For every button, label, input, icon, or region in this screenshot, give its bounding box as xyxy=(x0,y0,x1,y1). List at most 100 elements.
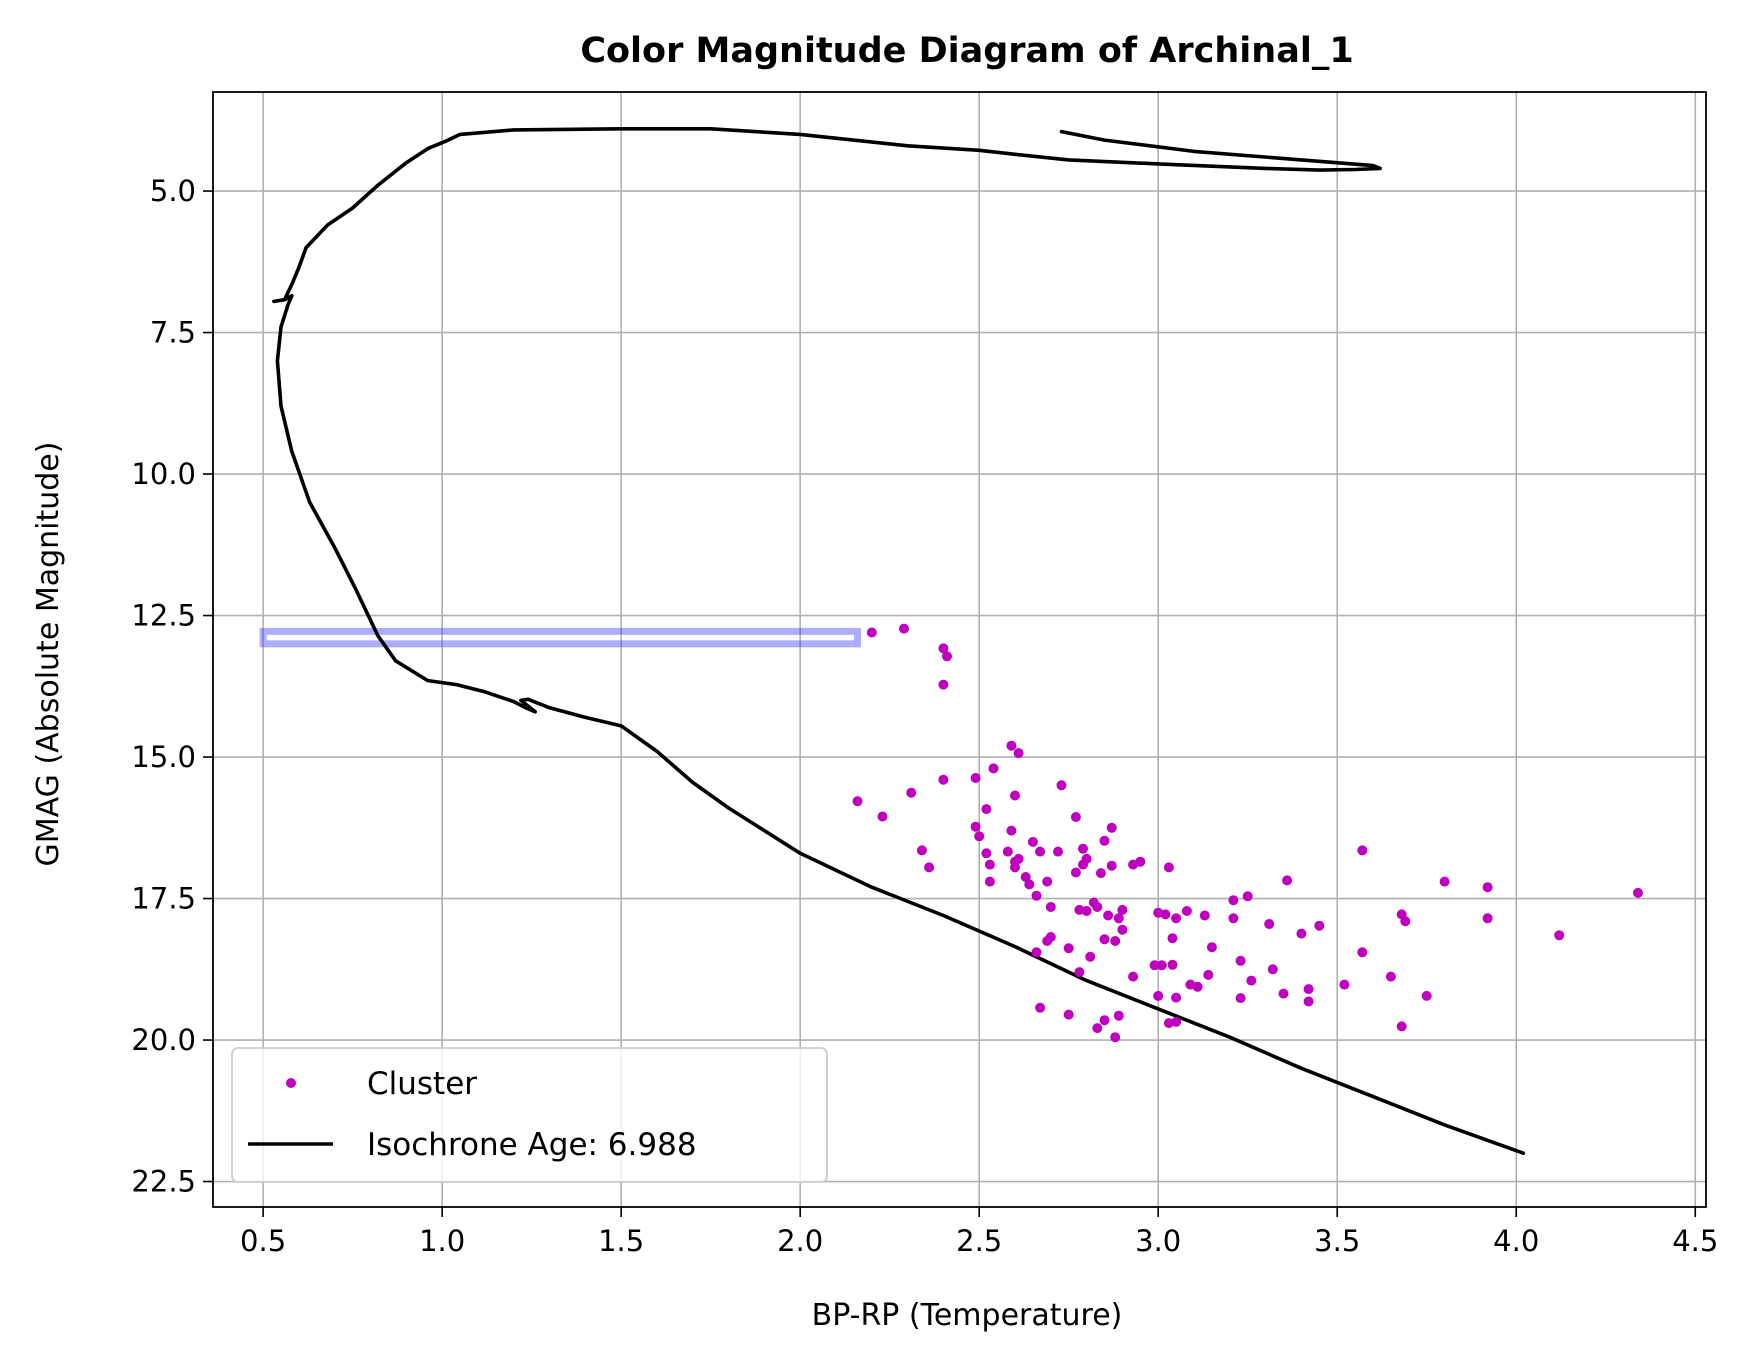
cluster-point xyxy=(1110,1032,1121,1043)
cluster-point xyxy=(1099,934,1110,945)
isochrone-line xyxy=(272,127,1526,1155)
y-tick-label: 5.0 xyxy=(150,174,196,208)
cluster-point xyxy=(1400,916,1411,927)
cluster-point xyxy=(1081,906,1092,916)
cluster-point xyxy=(1095,868,1106,879)
cluster-point xyxy=(981,848,992,859)
y-tick-label: 7.5 xyxy=(150,316,196,350)
cluster-point xyxy=(1278,988,1289,999)
cluster-point xyxy=(1113,913,1124,924)
cluster-point xyxy=(1006,825,1017,836)
cluster-point xyxy=(1357,947,1368,958)
y-axis-label: GMAG (Absolute Magnitude) xyxy=(31,442,66,867)
cluster-point xyxy=(1092,1023,1103,1034)
x-tick-label: 1.0 xyxy=(419,1224,465,1258)
y-tick-label: 20.0 xyxy=(131,1023,196,1057)
cluster-point xyxy=(1081,853,1092,864)
cluster-point xyxy=(1035,1002,1046,1013)
x-tick-label: 2.0 xyxy=(777,1224,823,1258)
cluster-point xyxy=(1396,1021,1407,1032)
cluster-point xyxy=(1045,932,1056,942)
cluster-point xyxy=(1203,969,1214,980)
y-tick-label: 22.5 xyxy=(131,1165,196,1199)
cluster-point xyxy=(877,811,888,822)
cluster-point xyxy=(1035,846,1046,857)
cluster-point xyxy=(1282,875,1293,886)
highlight-box-layer xyxy=(259,627,861,648)
cluster-point xyxy=(1264,919,1275,929)
cluster-point xyxy=(1063,943,1074,954)
cluster-point xyxy=(1181,906,1192,916)
cluster-point xyxy=(1010,862,1020,873)
cluster-point xyxy=(1167,933,1178,944)
legend-frame xyxy=(231,1047,828,1183)
grid-layer xyxy=(213,92,1706,1207)
plot-frame xyxy=(212,91,1707,1208)
y-tick-label: 10.0 xyxy=(131,457,196,491)
cluster-point xyxy=(1006,740,1017,751)
y-tick-label: 12.5 xyxy=(131,599,196,633)
cluster-point xyxy=(1246,975,1257,986)
cluster-point xyxy=(1106,822,1117,833)
cluster-point xyxy=(984,859,995,870)
cluster-point xyxy=(1074,967,1085,978)
cluster-point xyxy=(1153,990,1164,1001)
cluster-point xyxy=(1042,876,1053,887)
cluster-point xyxy=(1171,992,1182,1003)
x-tick-label: 3.5 xyxy=(1314,1224,1360,1258)
cluster-point xyxy=(1296,928,1307,939)
cluster-point xyxy=(1314,920,1325,931)
cluster-points-layer xyxy=(852,623,1643,1043)
cluster-point xyxy=(852,796,863,807)
cluster-point xyxy=(1167,959,1178,970)
cluster-point xyxy=(924,862,935,873)
cluster-point xyxy=(1171,913,1182,924)
cluster-point xyxy=(1228,913,1239,924)
cluster-point xyxy=(1385,971,1396,982)
cluster-point xyxy=(1031,890,1042,901)
cluster-point xyxy=(1267,964,1278,975)
cluster-point xyxy=(1339,979,1350,990)
cluster-point xyxy=(1357,845,1368,856)
cluster-point xyxy=(938,774,949,785)
cluster-point xyxy=(1482,913,1493,924)
cluster-point xyxy=(988,763,999,774)
cluster-point xyxy=(1228,895,1239,906)
cluster-point xyxy=(1045,902,1056,912)
cluster-point xyxy=(1199,910,1210,921)
highlight-box xyxy=(259,627,861,648)
cluster-point xyxy=(1020,872,1031,882)
cluster-point xyxy=(1113,1010,1124,1021)
cluster-point xyxy=(1439,876,1450,887)
x-tick-label: 4.5 xyxy=(1672,1224,1718,1258)
x-tick-label: 3.0 xyxy=(1135,1224,1181,1258)
cluster-point xyxy=(1303,996,1314,1007)
cluster-point xyxy=(1192,981,1203,992)
x-tick-label: 0.5 xyxy=(240,1224,286,1258)
cluster-point xyxy=(1149,960,1160,971)
cluster-point xyxy=(1242,891,1253,902)
cluster-point xyxy=(906,787,917,798)
cluster-point xyxy=(1024,879,1035,890)
cluster-point xyxy=(1031,947,1042,958)
cluster-point xyxy=(1303,984,1314,995)
cluster-point xyxy=(1103,910,1114,921)
cluster-point xyxy=(938,679,949,690)
y-tick-label: 15.0 xyxy=(131,740,196,774)
cluster-point xyxy=(938,643,949,654)
isochrone-layer xyxy=(272,127,1526,1155)
cluster-point xyxy=(1128,971,1139,982)
cluster-point xyxy=(1070,812,1081,822)
cluster-point xyxy=(1002,846,1013,857)
legend-cluster-marker xyxy=(286,1078,296,1088)
cluster-point xyxy=(1099,835,1110,846)
cluster-point xyxy=(1013,853,1024,864)
cluster-point xyxy=(1078,843,1088,854)
cluster-point xyxy=(1117,924,1128,935)
cluster-point xyxy=(942,651,952,662)
chart-title: Color Magnitude Diagram of Archinal_1 xyxy=(580,31,1353,71)
legend: Cluster Isochrone Age: 6.988 xyxy=(231,1047,828,1183)
cluster-point xyxy=(1171,1016,1182,1027)
x-axis-label: BP-RP (Temperature) xyxy=(812,1298,1123,1333)
